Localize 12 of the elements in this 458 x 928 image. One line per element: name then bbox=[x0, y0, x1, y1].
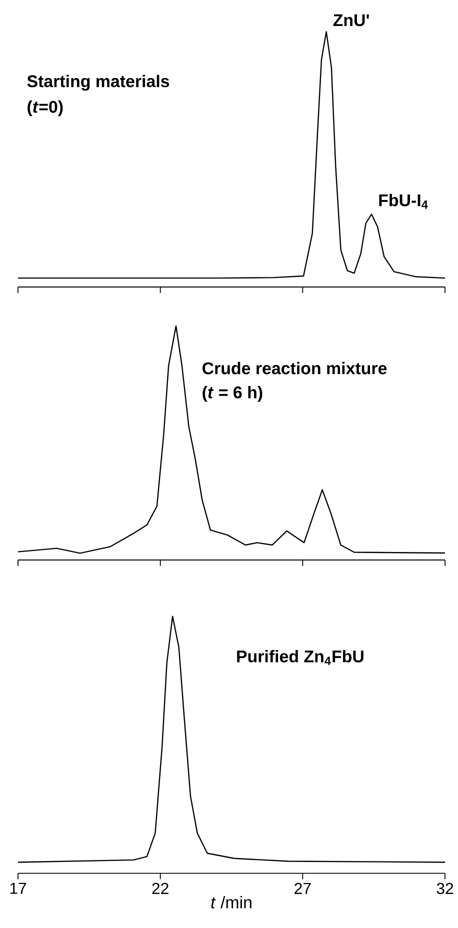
text: Crude reaction mixture bbox=[202, 362, 387, 374]
text: (t = 6 h) bbox=[202, 386, 262, 402]
text: Purified Zn$_{4}$FbU bbox=[237, 650, 364, 665]
text: Starting materials bbox=[27, 74, 170, 91]
x-tick-label: 22 bbox=[152, 882, 168, 894]
x-axis-title: t /min bbox=[211, 896, 252, 908]
annotation: FbU-I$_{4}$ bbox=[379, 194, 428, 209]
annotation: ZnU' bbox=[333, 14, 369, 26]
text: (t=0) bbox=[28, 100, 63, 116]
x-tick-label: 27 bbox=[294, 882, 311, 894]
x-tick-label: 17 bbox=[10, 882, 26, 894]
x-tick-label: 32 bbox=[436, 882, 454, 894]
